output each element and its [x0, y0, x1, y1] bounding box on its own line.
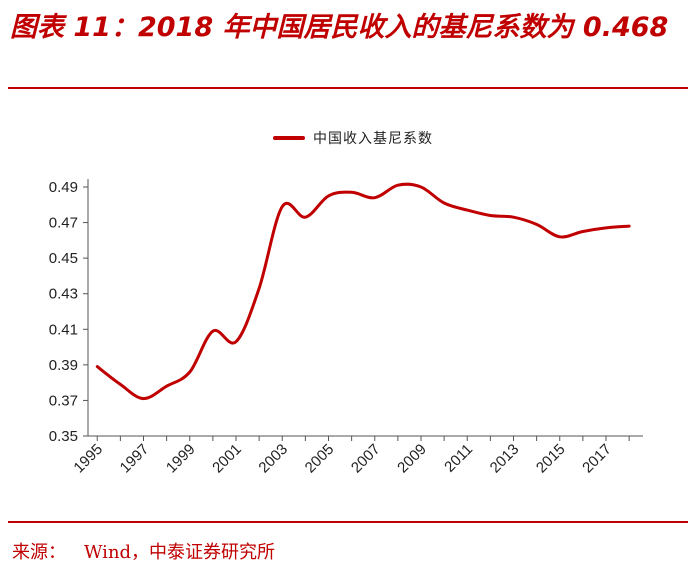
- source-value: Wind，中泰证券研究所: [84, 542, 276, 563]
- x-tick-label: 2009: [394, 441, 430, 477]
- x-tick-label: 2003: [255, 441, 291, 477]
- y-tick-label: 0.35: [49, 428, 78, 445]
- x-tick-label: 2005: [302, 441, 338, 477]
- legend: 中国收入基尼系数: [273, 130, 433, 147]
- title-block: 图表 11：2018 年中国居民收入的基尼系数为 0.468: [0, 0, 700, 92]
- x-tick-label: 2001: [209, 441, 245, 477]
- x-tick-label: 2007: [348, 441, 384, 477]
- y-tick-label: 0.47: [49, 215, 78, 232]
- data-points: [96, 184, 631, 400]
- x-tick-label: 2015: [533, 441, 569, 477]
- axes: [83, 179, 643, 441]
- y-tick-label: 0.39: [49, 357, 78, 374]
- x-tick-label: 2011: [441, 441, 476, 476]
- y-tick-label: 0.41: [49, 321, 78, 338]
- x-tick-label: 2017: [579, 441, 615, 477]
- series-line: [95, 182, 631, 401]
- source-note: 来源： Wind，中泰证券研究所: [12, 538, 275, 564]
- top-rule: [8, 87, 688, 89]
- legend-label: 中国收入基尼系数: [313, 130, 433, 147]
- y-tick-label: 0.45: [49, 250, 78, 267]
- chart-area: 中国收入基尼系数 0.35 0.37 0.39 0.41 0.43 0.45 0.47 0.4…: [49, 130, 643, 477]
- bottom-rule: [8, 521, 688, 523]
- y-tick-label: 0.37: [49, 392, 78, 409]
- y-axis-labels: 0.35 0.37 0.39 0.41 0.43 0.45 0.47 0.49: [49, 179, 78, 445]
- x-tick-label: 1997: [117, 441, 153, 477]
- x-tick-label: 1995: [70, 441, 106, 477]
- x-tick-label: 2013: [487, 441, 523, 477]
- x-tick-label: 1999: [163, 441, 199, 477]
- y-tick-label: 0.43: [49, 286, 78, 303]
- y-tick-label: 0.49: [49, 179, 78, 196]
- x-axis-labels: 1995 1997 1999 2001 2003 2005 2007 2009 2011 2013…: [70, 441, 614, 477]
- source-label: 来源：: [12, 542, 66, 563]
- chart-title: 图表 11：2018 年中国居民收入的基尼系数为 0.468: [10, 12, 669, 43]
